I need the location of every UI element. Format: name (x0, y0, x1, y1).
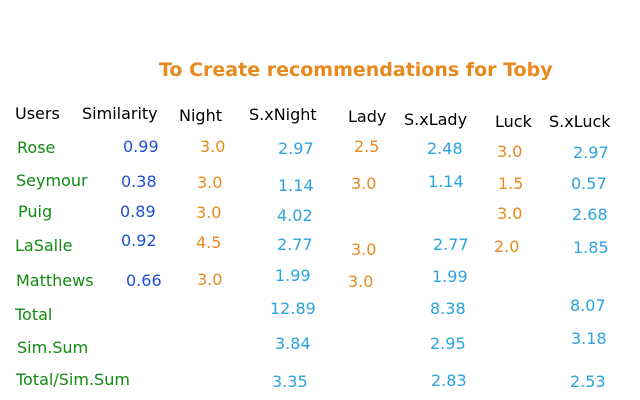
luck-rating: 3.0 (497, 204, 523, 223)
sx-night-value: 1.99 (275, 266, 311, 285)
table-row-user: Rose (17, 138, 56, 157)
lady-rating: 2.5 (354, 137, 380, 156)
night-rating: 3.0 (197, 173, 223, 192)
similarity-value: 0.66 (126, 271, 162, 290)
sx-night-value: 1.14 (278, 176, 314, 195)
header-similarity: Similarity (82, 104, 158, 123)
total-sx-luck: 8.07 (570, 296, 606, 315)
header-sx-lady: S.xLady (404, 110, 468, 129)
similarity-value: 0.99 (123, 137, 159, 156)
lady-rating: 3.0 (351, 240, 377, 259)
sim-sum-sx-luck: 3.18 (571, 329, 607, 348)
summary-label-sim-sum: Sim.Sum (17, 338, 89, 357)
sx-luck-value: 1.85 (573, 238, 609, 257)
page-title: To Create recommendations for Toby (159, 59, 553, 81)
sx-night-value: 2.97 (278, 139, 314, 158)
sx-lady-value: 2.48 (427, 139, 463, 158)
total-sx-lady: 8.38 (430, 299, 466, 318)
ratio-sx-lady: 2.83 (431, 371, 467, 390)
table-row-user: LaSalle (15, 236, 73, 255)
similarity-value: 0.92 (121, 231, 157, 250)
night-rating: 3.0 (200, 137, 226, 156)
similarity-value: 0.38 (121, 172, 157, 191)
sx-lady-value: 1.99 (432, 267, 468, 286)
night-rating: 4.5 (196, 233, 222, 252)
header-sx-luck: S.xLuck (549, 112, 611, 131)
summary-label-total: Total (15, 305, 53, 324)
header-users: Users (15, 104, 60, 123)
sx-lady-value: 1.14 (428, 172, 464, 191)
summary-label-total-sim-sum: Total/Sim.Sum (16, 370, 130, 389)
lady-rating: 3.0 (348, 272, 374, 291)
night-rating: 3.0 (196, 203, 222, 222)
header-night: Night (179, 106, 222, 125)
similarity-value: 0.89 (120, 202, 156, 221)
ratio-sx-luck: 2.53 (570, 372, 606, 391)
table-row-user: Puig (18, 202, 53, 221)
sim-sum-sx-night: 3.84 (275, 334, 311, 353)
header-lady: Lady (348, 107, 387, 126)
sx-night-value: 4.02 (277, 206, 313, 225)
table-row-user: Seymour (16, 171, 88, 190)
header-luck: Luck (495, 112, 532, 131)
sx-luck-value: 2.97 (573, 143, 609, 162)
ratio-sx-night: 3.35 (272, 372, 308, 391)
total-sx-night: 12.89 (270, 299, 316, 318)
table-row-user: Matthews (16, 271, 94, 290)
luck-rating: 2.0 (494, 237, 520, 256)
sx-luck-value: 0.57 (571, 174, 607, 193)
lady-rating: 3.0 (351, 174, 377, 193)
night-rating: 3.0 (197, 270, 223, 289)
luck-rating: 1.5 (498, 174, 524, 193)
sx-lady-value: 2.77 (433, 235, 469, 254)
sx-night-value: 2.77 (277, 235, 313, 254)
luck-rating: 3.0 (497, 142, 523, 161)
sim-sum-sx-lady: 2.95 (430, 334, 466, 353)
sx-luck-value: 2.68 (572, 205, 608, 224)
header-sx-night: S.xNight (249, 105, 317, 124)
